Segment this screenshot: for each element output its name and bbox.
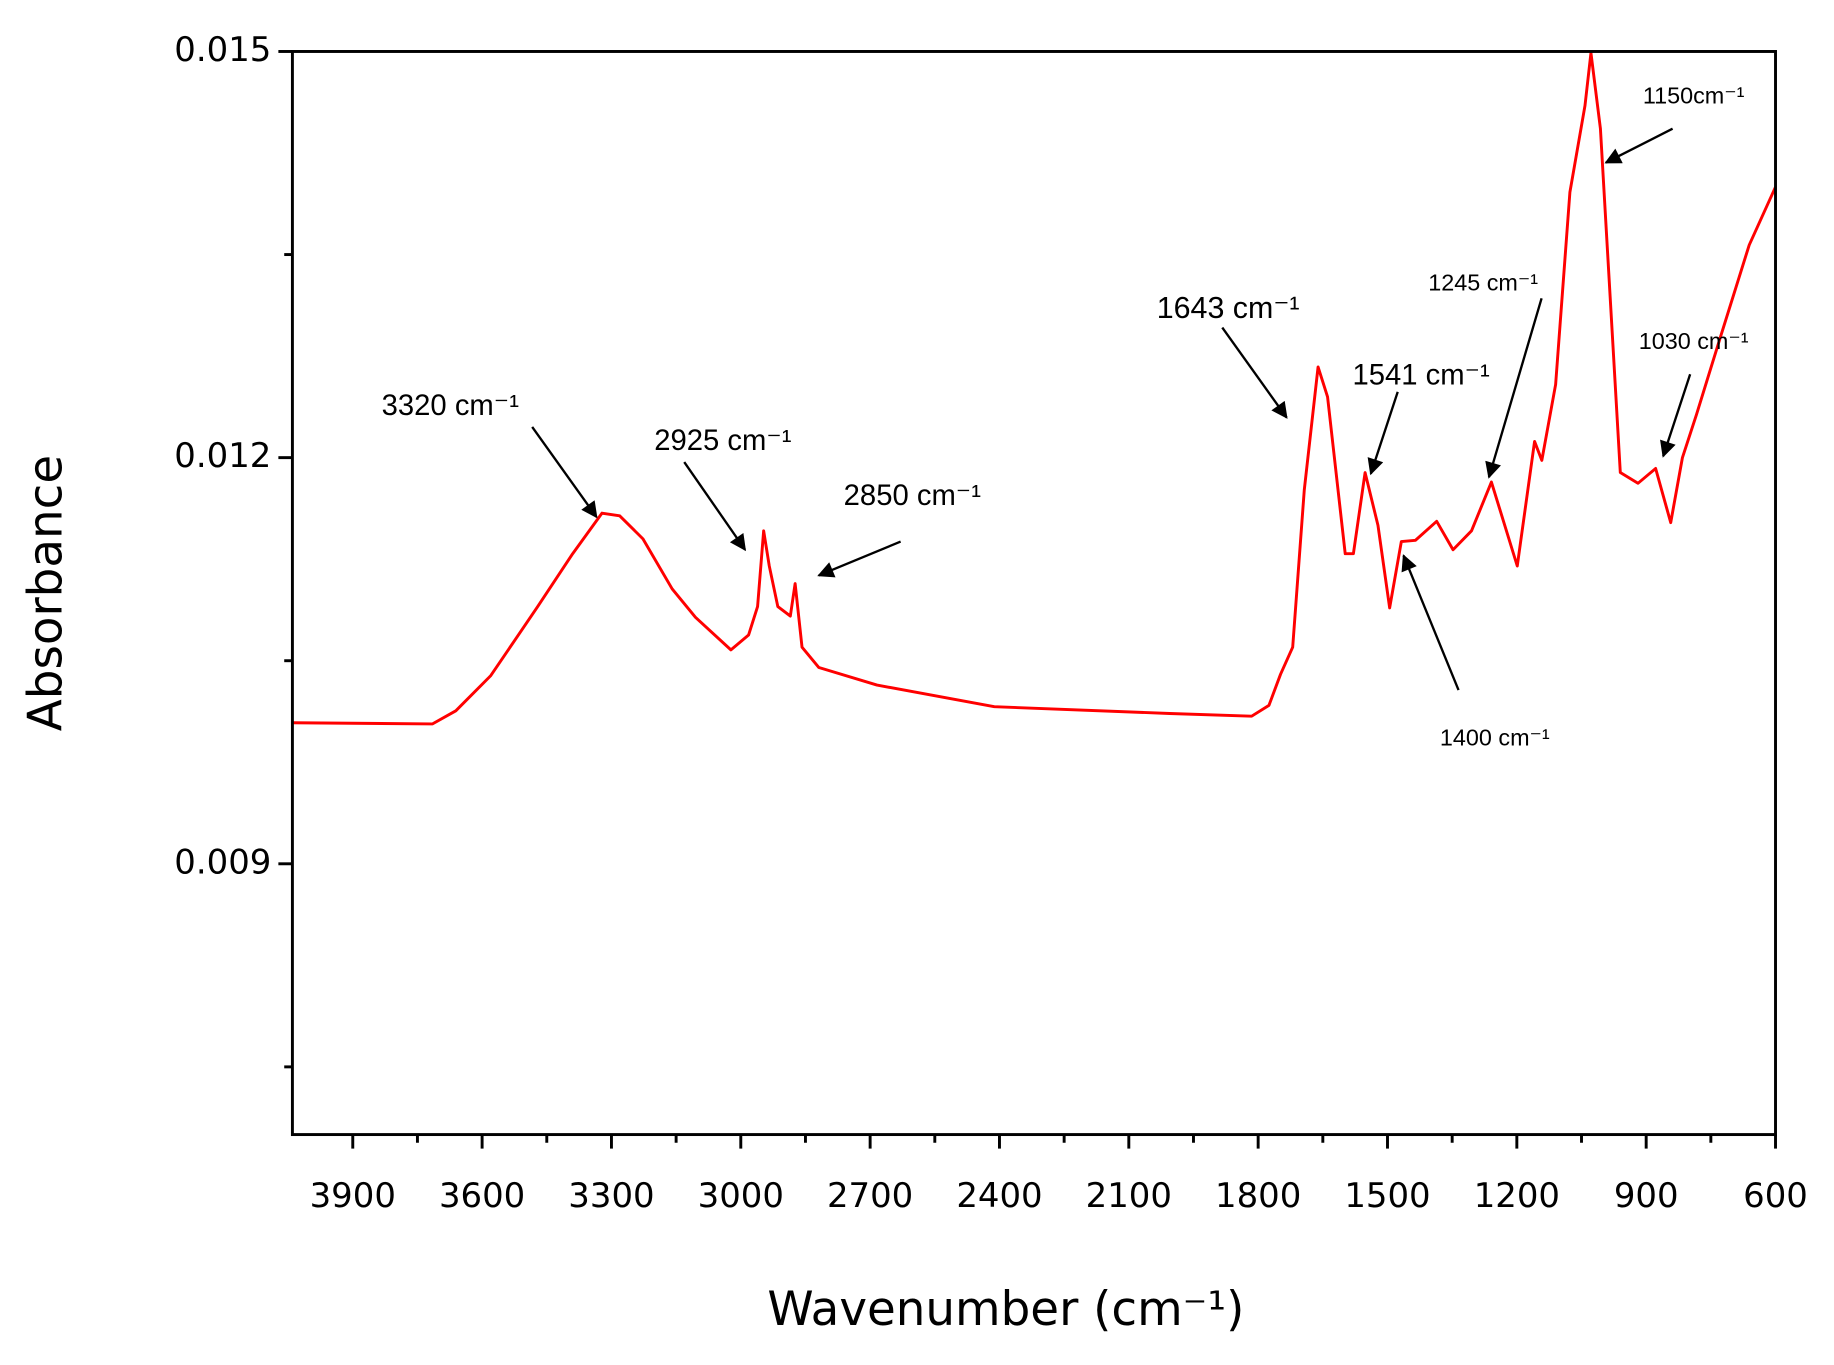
annotation: 2850 cm⁻¹ (844, 480, 982, 512)
annotation: 3320 cm⁻¹ (382, 390, 520, 422)
x-tick-label: 3600 (439, 1176, 525, 1215)
annotation: 1150cm⁻¹ (1643, 82, 1745, 108)
annotation-arrow (1604, 127, 1674, 164)
annotation-arrow (531, 426, 598, 519)
annotation-arrow (1221, 326, 1288, 419)
x-axis-title: Wavenumber (cm⁻¹) (767, 1283, 1244, 1337)
spectrum-line (291, 51, 1777, 726)
x-tick-label: 2100 (1086, 1176, 1172, 1215)
annotation-arrow (1367, 391, 1399, 476)
annotation-arrow (1660, 373, 1692, 458)
x-tick-label: 1500 (1344, 1176, 1430, 1215)
y-axis-title: Absorbance (20, 455, 74, 731)
x-tick-label: 2400 (956, 1176, 1042, 1215)
y-tick-label: 0.009 (174, 842, 271, 881)
x-tick-label: 600 (1743, 1176, 1808, 1215)
x-tick-label: 3900 (310, 1176, 396, 1215)
y-tick-label: 0.012 (174, 436, 271, 475)
annotation: 1030 cm⁻¹ (1639, 328, 1749, 354)
x-tick-label: 900 (1614, 1176, 1679, 1215)
annotation: 1245 cm⁻¹ (1428, 269, 1538, 295)
annotation-arrow (1485, 297, 1543, 479)
x-tick-label: 2700 (827, 1176, 913, 1215)
x-tick-label: 1800 (1215, 1176, 1301, 1215)
annotation-arrow (1401, 554, 1460, 691)
x-tick-label: 3000 (698, 1176, 784, 1215)
y-tick-label: 0.015 (174, 30, 271, 69)
annotation: 2925 cm⁻¹ (654, 425, 792, 457)
annotation: 1541 cm⁻¹ (1352, 359, 1490, 391)
x-tick-label: 3300 (568, 1176, 654, 1215)
annotation: 1400 cm⁻¹ (1440, 724, 1550, 750)
annotation: 1643 cm⁻¹ (1157, 291, 1300, 325)
annotation-arrow (683, 461, 747, 552)
x-tick-label: 1200 (1474, 1176, 1560, 1215)
plot-frame (290, 50, 1777, 1137)
annotation-arrow (817, 540, 902, 578)
